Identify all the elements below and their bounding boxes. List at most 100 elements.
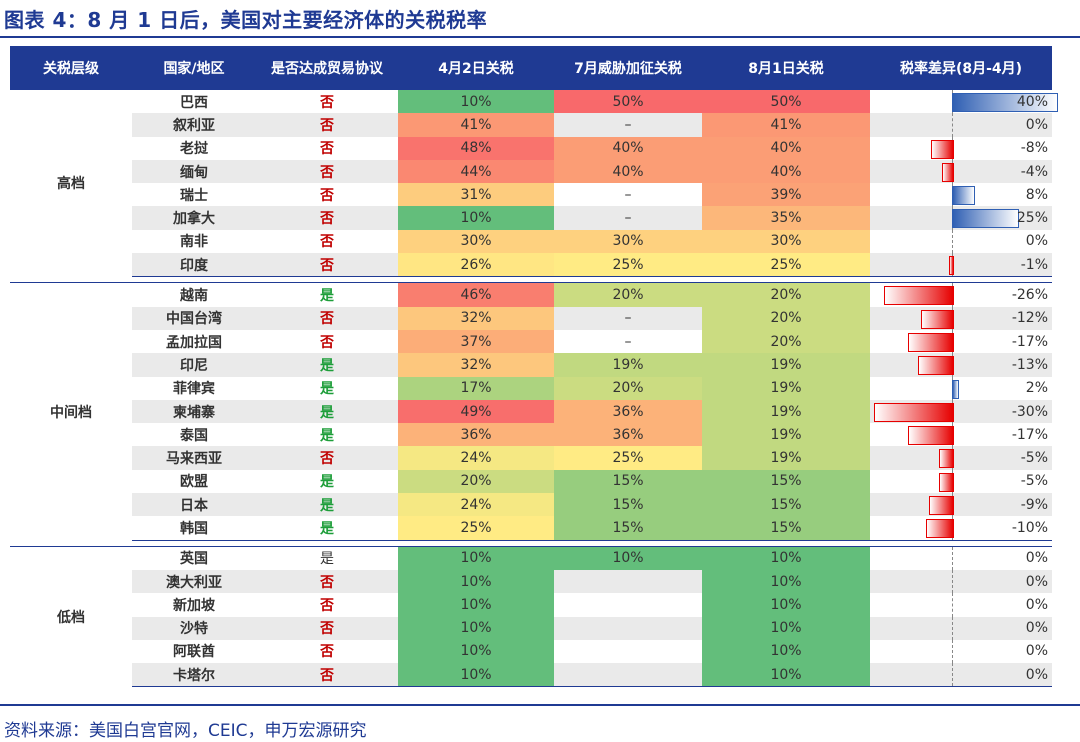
table-row: 新加坡 否 10% 10% 0% <box>10 593 1052 617</box>
agreement-cell: 否 <box>256 253 398 278</box>
diff-bar-negative <box>907 426 954 446</box>
bottom-rule <box>0 704 1080 706</box>
diff-value: 0% <box>1025 620 1048 637</box>
table-row: 孟加拉国 否 37% – 20% -17% <box>10 329 1052 354</box>
diff-cell: 0% <box>870 663 1052 688</box>
diff-value: -5% <box>1020 473 1048 490</box>
diff-bar-negative <box>939 472 954 492</box>
apr-rate-cell: 44% <box>398 159 554 184</box>
aug-rate-cell: 20% <box>702 329 870 354</box>
table-row: 菲律宾 是 17% 20% 19% 2% <box>10 376 1052 400</box>
table-row: 缅甸否 44% 40% 40% -4% <box>10 159 1052 184</box>
apr-rate-cell: 10% <box>398 545 554 570</box>
aug-rate-cell: 10% <box>702 663 870 688</box>
diff-bar-negative <box>939 449 954 469</box>
agreement-cell: 否 <box>256 616 398 640</box>
spacer-cell <box>10 276 1052 283</box>
table-row: 日本是 24% 15% 15% -9% <box>10 493 1052 517</box>
aug-rate-cell: 35% <box>702 206 870 230</box>
diff-cell: -4% <box>870 159 1052 184</box>
table-row: 低档 英国是 10% 10% 10% 0% <box>10 545 1052 687</box>
jul-rate-cell: 15% <box>554 469 702 494</box>
jul-rate-cell: 10% <box>554 545 702 570</box>
diff-cell: -5% <box>870 446 1052 470</box>
zero-axis-line <box>952 663 953 687</box>
jul-rate-cell: 19% <box>554 353 702 377</box>
aug-rate-cell: 25% <box>702 253 870 278</box>
aug-rate-cell: 30% <box>702 229 870 254</box>
aug-rate-cell: 41% <box>702 113 870 137</box>
table-row: 马来西亚否 24% 25% 19% -5% <box>10 446 1052 470</box>
country-cell: 瑞士 <box>180 187 208 204</box>
aug-rate-cell: 40% <box>702 159 870 184</box>
agreement-cell: 是 <box>256 353 398 377</box>
apr-rate-cell: 24% <box>398 493 554 517</box>
aug-rate-cell: 50% <box>702 90 870 114</box>
agreement-cell: 否 <box>256 206 398 230</box>
country-cell: 韩国 <box>132 516 256 541</box>
diff-cell: -8% <box>870 136 1052 160</box>
country-cell: 澳大利亚 <box>132 569 256 594</box>
agreement-cell: 否 <box>320 187 334 204</box>
apr-rate-cell: 25% <box>398 516 554 541</box>
table-row: 澳大利亚否 10% 10% 0% <box>10 569 1052 594</box>
diff-bar-negative <box>949 256 954 276</box>
agreement-cell: 否 <box>256 446 398 470</box>
diff-value: 2% <box>1025 380 1048 397</box>
diff-cell: 0% <box>870 229 1052 254</box>
aug-rate-cell: 19% <box>702 399 870 424</box>
jul-rate-cell: – <box>554 113 702 137</box>
header-country: 国家/地区 <box>132 46 256 90</box>
agreement-cell: 否 <box>320 644 334 661</box>
agreement-cell: 否 <box>320 234 334 251</box>
header-august-tariff: 8月1日关税 <box>702 46 870 90</box>
diff-value: 0% <box>1025 233 1048 250</box>
aug-rate-cell: 10% <box>702 545 870 570</box>
country-cell: 马来西亚 <box>132 446 256 470</box>
country-cell: 卡塔尔 <box>132 663 256 688</box>
apr-rate-cell: 30% <box>398 229 554 254</box>
group-spacer <box>10 540 1052 547</box>
diff-cell: 2% <box>870 376 1052 400</box>
diff-value: -10% <box>1011 519 1048 536</box>
diff-value: -9% <box>1020 496 1048 513</box>
country-cell: 沙特 <box>132 616 256 640</box>
diff-value: 40% <box>1016 93 1048 110</box>
aug-rate-cell: 39% <box>702 183 870 207</box>
aug-rate-cell: 10% <box>702 593 870 617</box>
jul-rate-cell: – <box>624 186 632 203</box>
diff-cell: -30% <box>870 399 1052 424</box>
table-row: 中间档 越南是 46% 20% 20% -26% <box>10 282 1052 541</box>
diff-value: -30% <box>1011 403 1048 420</box>
agreement-cell: 否 <box>320 334 334 351</box>
jul-rate-cell: 15% <box>554 516 702 541</box>
aug-rate-cell: 10% <box>702 569 870 594</box>
jul-rate-cell <box>554 569 702 594</box>
table-row: 南非否 30% 30% 30% 0% <box>10 229 1052 254</box>
table-row: 欧盟是 20% 15% 15% -5% <box>10 469 1052 494</box>
aug-rate-cell: 19% <box>702 446 870 470</box>
diff-bar-negative <box>907 332 954 352</box>
aug-rate-cell: 20% <box>702 282 870 307</box>
apr-rate-cell: 10% <box>398 569 554 594</box>
group-spacer <box>10 276 1052 283</box>
table-row: 老挝否 48% 40% 40% -8% <box>10 136 1052 160</box>
diff-value: 0% <box>1025 666 1048 683</box>
apr-rate-cell: 36% <box>398 423 554 447</box>
country-cell: 菲律宾 <box>173 381 215 398</box>
agreement-cell: 否 <box>256 306 398 330</box>
table-row: 中国台湾否 32% –20% -12% <box>10 306 1052 330</box>
agreement-cell: 是 <box>256 282 398 307</box>
country-cell: 老挝 <box>180 141 208 158</box>
header-tier: 关税层级 <box>10 46 132 90</box>
tariff-table: 关税层级 国家/地区 是否达成贸易协议 4月2日关税 7月威胁加征关税 8月1日… <box>10 46 1058 688</box>
aug-rate-cell: 40% <box>702 136 870 160</box>
apr-rate-cell: 20% <box>398 469 554 494</box>
jul-rate-cell: 25% <box>554 446 702 470</box>
country-cell: 柬埔寨 <box>132 399 256 424</box>
aug-rate-cell: 19% <box>702 353 870 377</box>
apr-rate-cell: 32% <box>398 353 554 377</box>
zero-axis-line <box>952 113 953 137</box>
diff-cell: 0% <box>870 593 1052 617</box>
jul-rate-cell: 20% <box>554 282 702 307</box>
